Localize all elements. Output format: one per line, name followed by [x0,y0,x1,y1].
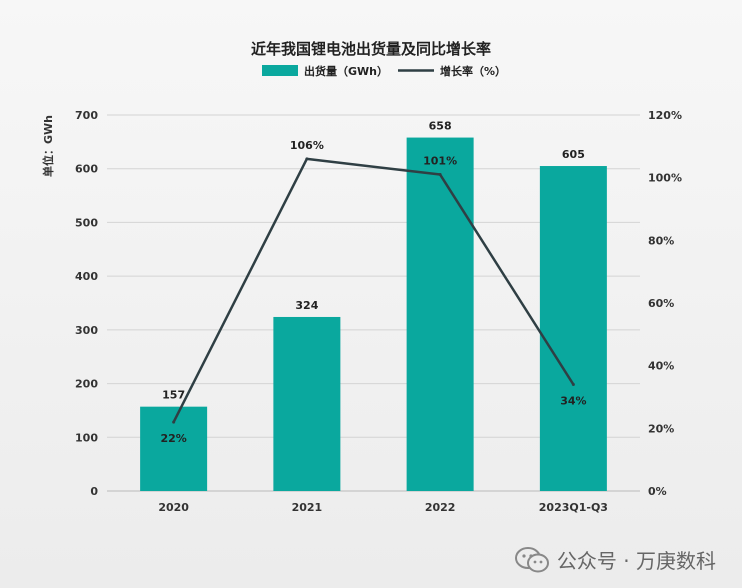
bar-data-label: 157 [162,389,185,402]
line-point [305,157,309,161]
bar-data-label: 324 [295,299,318,312]
chart-title: 近年我国锂电池出货量及同比增长率 [251,40,491,58]
line-data-label: 101% [423,155,457,168]
y-left-unit-label: 单位：GWh [41,115,55,177]
bar [406,137,474,491]
bar [273,316,341,491]
wechat-icon [514,546,549,572]
line-data-label: 34% [560,394,586,407]
y-right-tick-label: 20% [648,422,674,435]
legend-line-label: 增长率（%） [440,64,506,78]
line-point [172,420,176,424]
y-right-tick-label: 100% [648,172,682,185]
x-tick-label: 2022 [425,501,456,514]
bar-data-label: 605 [562,148,585,161]
y-right-tick-label: 0% [648,485,667,498]
x-tick-label: 2023Q1-Q3 [539,501,608,514]
watermark-text: 公众号 · 万庚数科 [556,549,716,573]
y-left-tick-label: 700 [75,109,98,122]
line-data-label: 106% [290,139,324,152]
y-right-tick-label: 120% [648,109,682,122]
x-tick-label: 2020 [158,501,189,514]
line-point [438,173,442,177]
x-axis: 2020 2021 2022 2023Q1-Q3 [158,501,608,514]
y-right-tick-label: 40% [648,360,674,373]
line-series: 22% 106% 101% 34% [160,139,586,445]
y-left-tick-label: 600 [75,163,98,176]
legend: 出货量（GWh） 增长率（%） [262,64,506,78]
line-path [172,157,575,423]
watermark: 公众号 · 万庚数科 [514,545,716,574]
x-tick-label: 2021 [292,501,323,514]
bar-data-label: 658 [429,120,452,133]
y-left-tick-label: 500 [75,216,98,229]
y-left-tick-label: 0 [90,485,98,498]
line-point [571,382,575,386]
y-left-tick-label: 300 [75,324,98,337]
legend-bar-label: 出货量（GWh） [304,64,388,78]
bar-series: 157 324 658 605 [140,120,607,491]
y-left-axis: 0 100 200 300 400 500 600 700 [75,109,98,498]
y-left-tick-label: 200 [75,378,98,391]
y-right-tick-label: 80% [648,234,674,247]
line-data-label: 22% [160,432,186,445]
y-left-tick-label: 100 [75,431,98,444]
legend-bar-swatch [262,65,298,76]
y-left-tick-label: 400 [75,270,98,283]
y-right-tick-label: 60% [648,297,674,310]
y-right-axis: 0% 20% 40% 60% 80% 100% 120% [648,109,682,498]
bar [539,166,607,491]
